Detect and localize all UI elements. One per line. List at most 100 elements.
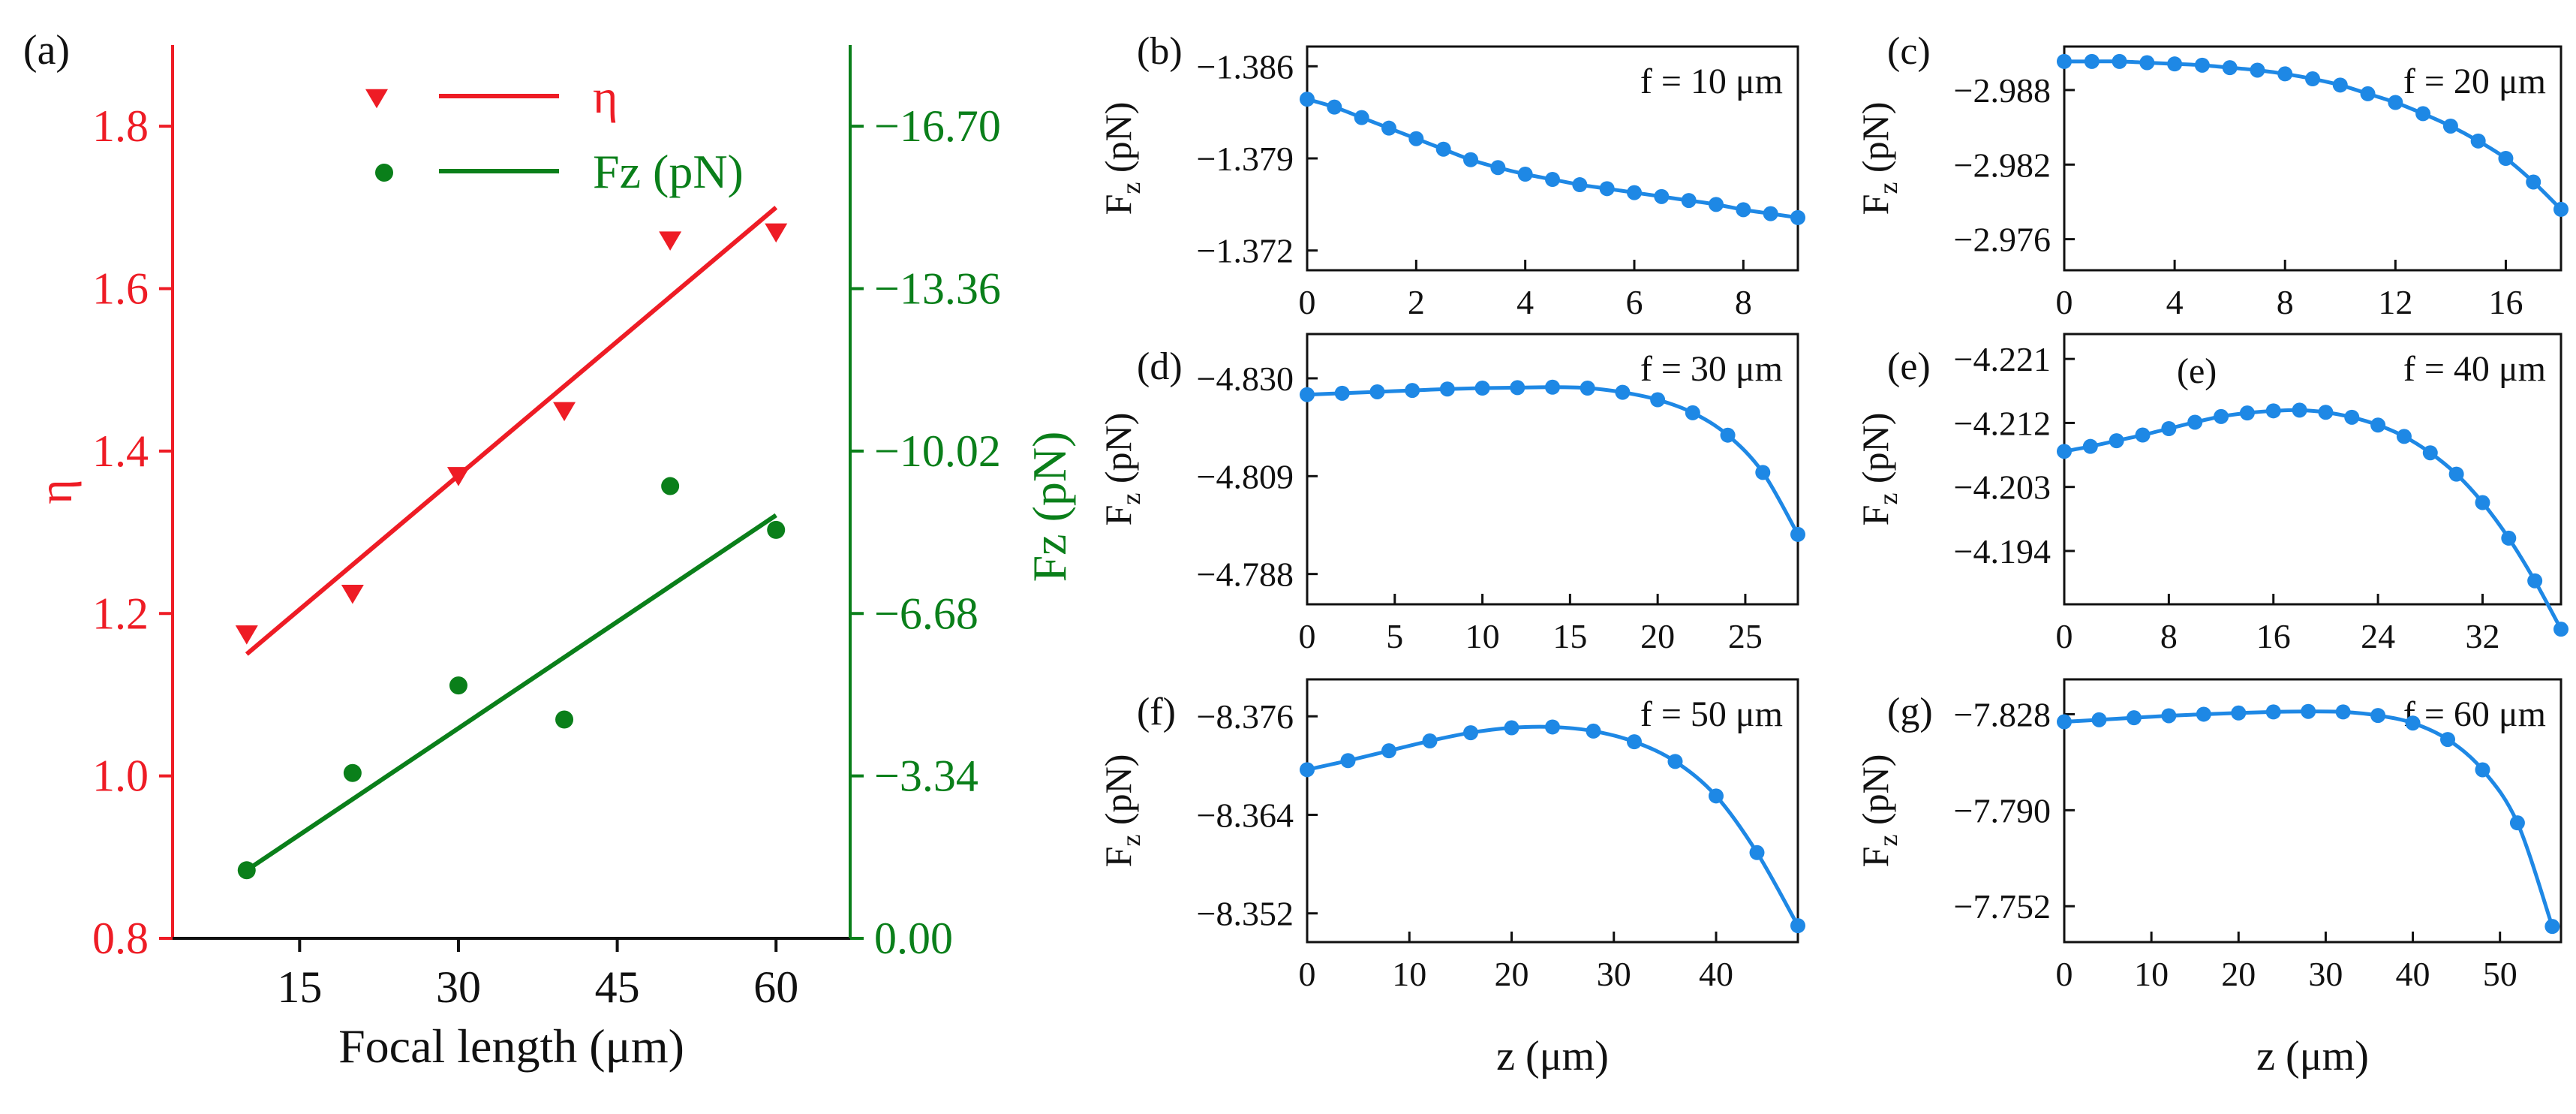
- data-point: [2187, 414, 2203, 430]
- data-point: [1408, 131, 1424, 146]
- legend-marker-triangle: [365, 89, 388, 109]
- data-point: [1685, 405, 1700, 420]
- x-tick-label: 16: [2256, 617, 2291, 655]
- y-tick-label: −4.203: [1954, 468, 2051, 507]
- data-point: [2470, 133, 2486, 149]
- data-point: [2250, 62, 2265, 78]
- x-axis-title: z (μm): [1496, 1033, 1609, 1079]
- data-point: [2442, 118, 2458, 134]
- x-tick-label: 12: [2378, 283, 2412, 321]
- data-point: [2301, 703, 2316, 719]
- right-y-axis-title: Fz (pN): [1023, 432, 1076, 583]
- panel-g: 0 10 20 30 40 50−7.828−7.790−7.752(g) f = 60 μ…: [1854, 678, 2562, 1079]
- data-point: [2222, 60, 2238, 76]
- data-point-circle: [767, 520, 786, 539]
- data-point-circle: [555, 710, 574, 729]
- y-tick-label: −8.376: [1197, 697, 1294, 736]
- inner-panel-label: (e): [2177, 351, 2217, 391]
- right-y-tick-label: −16.70: [874, 101, 1001, 151]
- x-tick-label: 0: [2056, 283, 2073, 321]
- left-y-tick-label: 1.6: [92, 264, 149, 314]
- data-point: [2370, 417, 2386, 433]
- data-point: [2501, 530, 2517, 546]
- plot-frame: [1306, 678, 1799, 944]
- x-tick-label: 6: [1626, 283, 1643, 321]
- x-tick-label: 5: [1386, 617, 1403, 655]
- data-point: [1300, 387, 1315, 402]
- data-point: [1435, 141, 1451, 157]
- x-tick-label: 4: [1516, 283, 1534, 321]
- data-point: [1572, 177, 1588, 193]
- plot-frame: [2063, 45, 2562, 272]
- data-point: [1790, 526, 1805, 542]
- data-point: [2239, 405, 2255, 421]
- y-axis-title: Fz (pN): [1097, 413, 1146, 526]
- data-point: [2167, 56, 2183, 72]
- data-point: [2422, 445, 2438, 461]
- data-point: [2526, 174, 2541, 190]
- data-point: [1354, 110, 1369, 125]
- right-y-tick-label: 0.00: [874, 914, 953, 963]
- data-point: [1300, 92, 1315, 107]
- x-tick-label: 24: [2361, 617, 2395, 655]
- data-point: [2415, 106, 2431, 122]
- panel-label-b: (b): [1137, 30, 1183, 73]
- data-point: [2194, 57, 2210, 73]
- panel-f: 0 10 20 30 40 −8.376 −8.364 −8.352 (f) f = 50 μm F…: [1097, 678, 1805, 1079]
- y-tick-label: −4.221: [1954, 340, 2051, 378]
- data-point: [2335, 704, 2351, 720]
- data-point: [1439, 381, 1455, 397]
- data-point: [1545, 379, 1560, 395]
- y-tick-label: −2.988: [1954, 71, 2051, 110]
- x-tick-label: 8: [1735, 283, 1752, 321]
- data-point: [2214, 408, 2229, 424]
- y-tick-label: −7.790: [1954, 791, 2051, 829]
- y-tick-label: −1.379: [1197, 140, 1294, 178]
- x-tick-label: 0: [2056, 617, 2073, 655]
- data-point-triangle: [553, 402, 576, 422]
- panel-a: 15 30 45 60 0.8 1.0 1.2 1.4 1.6 1.8 0.00 −3.34 −6.68…: [23, 27, 1076, 1073]
- data-point: [1615, 384, 1631, 400]
- x-tick-label: 32: [2465, 617, 2499, 655]
- data-point: [2057, 714, 2072, 730]
- left-y-tick-label: 1.0: [92, 751, 149, 801]
- data-point: [1599, 181, 1615, 197]
- y-tick-label: −2.982: [1954, 146, 2051, 184]
- y-axis-title: Fz (pN): [1854, 754, 1903, 868]
- data-point: [1490, 160, 1506, 176]
- data-point: [1586, 723, 1601, 739]
- x-tick-label: 0: [1299, 955, 1316, 993]
- data-point: [2388, 95, 2403, 110]
- x-tick-label: 10: [1392, 955, 1426, 993]
- left-y-tick-label: 1.4: [92, 426, 149, 476]
- data-point: [2527, 573, 2543, 589]
- data-point-triangle: [341, 584, 364, 604]
- data-point: [2135, 427, 2151, 443]
- y-axis-title: Fz (pN): [1097, 754, 1146, 868]
- data-point: [2344, 409, 2360, 425]
- x-tick-label: 20: [1495, 955, 1529, 993]
- data-point-triangle: [765, 223, 788, 243]
- x-tick-label: 40: [2396, 955, 2430, 993]
- x-tick-label: 8: [2160, 617, 2178, 655]
- data-point: [2475, 762, 2490, 778]
- data-point: [2265, 704, 2281, 720]
- panel-label-d: (d): [1137, 345, 1183, 388]
- y-tick-label: −4.212: [1954, 404, 2051, 442]
- panel-e: 0 8 16 24 32 −4.221 −4.212 −4.203 −4.194 (e) f = 4…: [1854, 333, 2568, 655]
- y-tick-label: −2.976: [1954, 221, 2051, 259]
- data-point: [2305, 71, 2320, 87]
- x-tick-label: 20: [2221, 955, 2256, 993]
- x-tick-label: 25: [1728, 617, 1763, 655]
- data-point: [1474, 381, 1490, 396]
- x-tick-label: 45: [595, 962, 640, 1012]
- data-point: [2057, 444, 2072, 459]
- data-point: [1422, 733, 1438, 749]
- panel-label-c: (c): [1887, 30, 1931, 73]
- data-point: [2161, 421, 2177, 436]
- data-point: [2265, 403, 2281, 419]
- data-point: [2082, 438, 2098, 454]
- data-point: [2509, 815, 2525, 831]
- panel-label-a: (a): [23, 27, 70, 74]
- data-point-circle: [343, 763, 362, 782]
